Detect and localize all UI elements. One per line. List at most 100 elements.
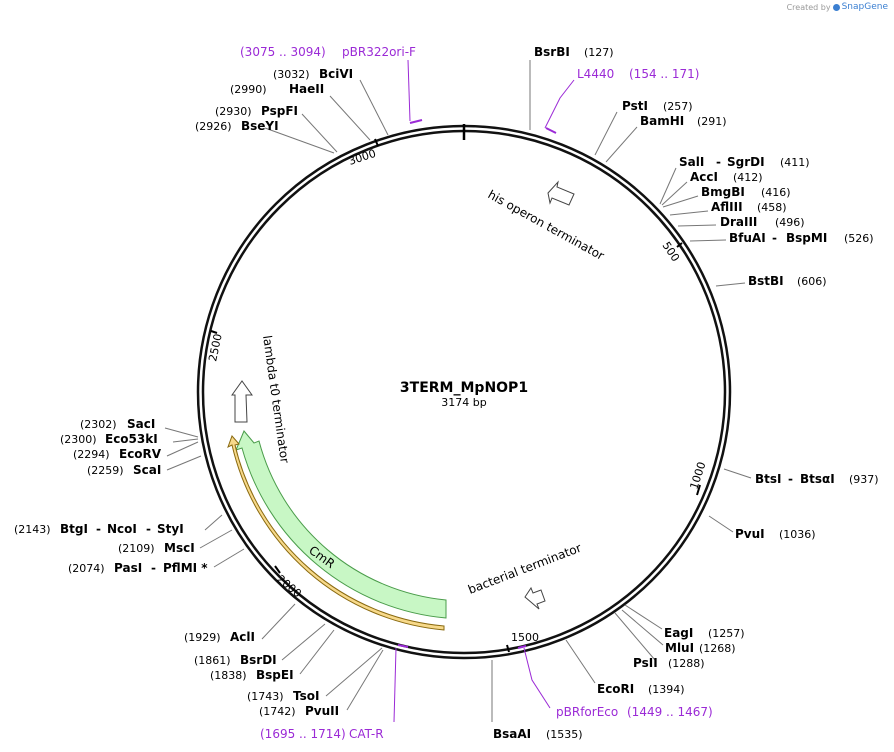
site-ScaI[interactable]: (2259) ScaI [87, 463, 161, 477]
site-BfuAI-BspMI[interactable]: BfuAI - BspMI (526) [729, 231, 874, 245]
site-PsII[interactable]: PsII (1288) [633, 656, 705, 670]
site-PasI-PflMI[interactable]: (2074) PasI - PflMI * [68, 561, 208, 575]
site-EagI[interactable]: EagI (1257) [664, 626, 745, 640]
site-BseYI[interactable]: (2926) BseYI [195, 119, 279, 133]
svg-text:(458): (458) [757, 201, 787, 214]
svg-text:-: - [788, 472, 793, 486]
primer-CAT-R[interactable]: (1695 .. 1714) CAT-R [260, 644, 409, 741]
svg-text:(1743): (1743) [247, 690, 284, 703]
site-PvuII[interactable]: (1742) PvuII [259, 704, 339, 718]
svg-text:(2259): (2259) [87, 464, 124, 477]
svg-text:EcoRV: EcoRV [119, 447, 162, 461]
site-AclI[interactable]: (1929) AclI [184, 630, 255, 644]
svg-text:(2926): (2926) [195, 120, 232, 133]
svg-text:-: - [146, 522, 151, 536]
svg-text:BamHI: BamHI [640, 114, 684, 128]
site-BsrBI[interactable]: BsrBI (127) [534, 45, 614, 59]
svg-text:(1257): (1257) [708, 627, 745, 640]
site-BtgI-NcoI-StyI[interactable]: (2143) BtgI - NcoI - StyI [14, 522, 184, 536]
svg-text:(2302): (2302) [80, 418, 117, 431]
svg-text:(1288): (1288) [668, 657, 705, 670]
site-BtsI-BtsaI[interactable]: BtsI - BtsαI (937) [755, 472, 879, 486]
svg-text:BfuAI: BfuAI [729, 231, 766, 245]
svg-text:(1742): (1742) [259, 705, 296, 718]
svg-text:PvuII: PvuII [305, 704, 339, 718]
svg-text:(496): (496) [775, 216, 805, 229]
svg-text:-: - [716, 155, 721, 169]
svg-text:BseYI: BseYI [241, 119, 279, 133]
svg-text:BciVI: BciVI [319, 67, 353, 81]
svg-text:(257): (257) [663, 100, 693, 113]
site-BsrDI[interactable]: (1861) BsrDI [194, 653, 277, 667]
primer-L4440[interactable]: L4440 (154 .. 171) [544, 67, 699, 134]
svg-text:Eco53kI: Eco53kI [105, 432, 158, 446]
feature-bacterial-terminator[interactable]: bacterial terminator [466, 541, 583, 610]
svg-text:DraIII: DraIII [720, 215, 757, 229]
svg-text:PspFI: PspFI [261, 104, 298, 118]
svg-text:StyI: StyI [157, 522, 184, 536]
feature-label: his operon terminator [486, 187, 607, 263]
svg-text:SgrDI: SgrDI [727, 155, 765, 169]
svg-text:(1929): (1929) [184, 631, 221, 644]
svg-text:(291): (291) [697, 115, 727, 128]
site-AflIII[interactable]: AflIII (458) [711, 200, 787, 214]
primer-range: (154 .. 171) [629, 67, 699, 81]
tick-1000: 1000 [687, 460, 708, 491]
site-BsaAI[interactable]: BsaAI (1535) [493, 727, 583, 741]
site-BciVI[interactable]: (3032) BciVI [273, 67, 353, 81]
site-EcoRI[interactable]: EcoRI (1394) [597, 682, 685, 696]
site-SalI-SgrDI[interactable]: SalI - SgrDI (411) [679, 155, 810, 169]
site-AccI[interactable]: AccI (412) [690, 170, 763, 184]
right-leader-lines [491, 60, 752, 722]
site-PspFI[interactable]: (2930) PspFI [215, 104, 298, 118]
site-HaeII[interactable]: (2990) HaeII [230, 82, 324, 96]
tick-2500: 2500 [206, 333, 225, 363]
primer-pBRforEco[interactable]: pBRforEco (1449 .. 1467) [517, 645, 713, 719]
site-BamHI[interactable]: BamHI (291) [640, 114, 727, 128]
svg-text:TsoI: TsoI [293, 689, 319, 703]
svg-text:BtsI: BtsI [755, 472, 782, 486]
plasmid-name: 3TERM_MpNOP1 [400, 380, 528, 396]
plasmid-length: 3174 bp [441, 396, 486, 409]
svg-text:MscI: MscI [164, 541, 195, 555]
tick-1500: 1500 [511, 631, 539, 644]
svg-text:(3032): (3032) [273, 68, 310, 81]
svg-text:PflMI *: PflMI * [163, 561, 208, 575]
primer-name: pBR322ori-F [342, 45, 416, 59]
svg-text:NcoI: NcoI [107, 522, 137, 536]
svg-text:(416): (416) [761, 186, 791, 199]
primer-range: (1449 .. 1467) [627, 705, 713, 719]
svg-text:(2074): (2074) [68, 562, 105, 575]
svg-text:(127): (127) [584, 46, 614, 59]
site-BmgBI[interactable]: BmgBI (416) [701, 185, 791, 199]
site-Eco53kI[interactable]: (2300) Eco53kI [60, 432, 158, 446]
site-PstI[interactable]: PstI (257) [622, 99, 693, 113]
site-TsoI[interactable]: (1743) TsoI [247, 689, 319, 703]
site-MluI[interactable]: MluI (1268) [665, 641, 736, 655]
svg-text:AccI: AccI [690, 170, 718, 184]
svg-text:(1838): (1838) [210, 669, 247, 682]
svg-text:(1036): (1036) [779, 528, 816, 541]
site-MscI[interactable]: (2109) MscI [118, 541, 195, 555]
primer-pBR322ori-F[interactable]: (3075 .. 3094) pBR322ori-F [240, 45, 423, 124]
svg-text:HaeII: HaeII [289, 82, 324, 96]
svg-text:BtsαI: BtsαI [800, 472, 835, 486]
svg-text:EagI: EagI [664, 626, 693, 640]
svg-text:BsaAI: BsaAI [493, 727, 531, 741]
site-DraIII[interactable]: DraIII (496) [720, 215, 805, 229]
svg-text:PasI: PasI [114, 561, 142, 575]
svg-text:(2109): (2109) [118, 542, 155, 555]
feature-his-operon-terminator[interactable]: his operon terminator [486, 180, 607, 263]
svg-text:BsrDI: BsrDI [240, 653, 277, 667]
orf-arrow[interactable] [227, 435, 445, 631]
site-PvuI[interactable]: PvuI (1036) [735, 527, 816, 541]
svg-text:ScaI: ScaI [133, 463, 161, 477]
site-BspEI[interactable]: (1838) BspEI [210, 668, 294, 682]
site-SacI[interactable]: (2302) SacI [80, 417, 155, 431]
svg-text:(937): (937) [849, 473, 879, 486]
feature-label: bacterial terminator [466, 541, 583, 597]
primer-name: L4440 [577, 67, 614, 81]
site-EcoRV[interactable]: (2294) EcoRV [73, 447, 162, 461]
site-BstBI[interactable]: BstBI (606) [748, 274, 827, 288]
svg-text:(411): (411) [780, 156, 810, 169]
